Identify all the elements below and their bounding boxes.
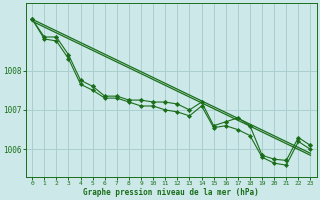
X-axis label: Graphe pression niveau de la mer (hPa): Graphe pression niveau de la mer (hPa) [84,188,259,197]
